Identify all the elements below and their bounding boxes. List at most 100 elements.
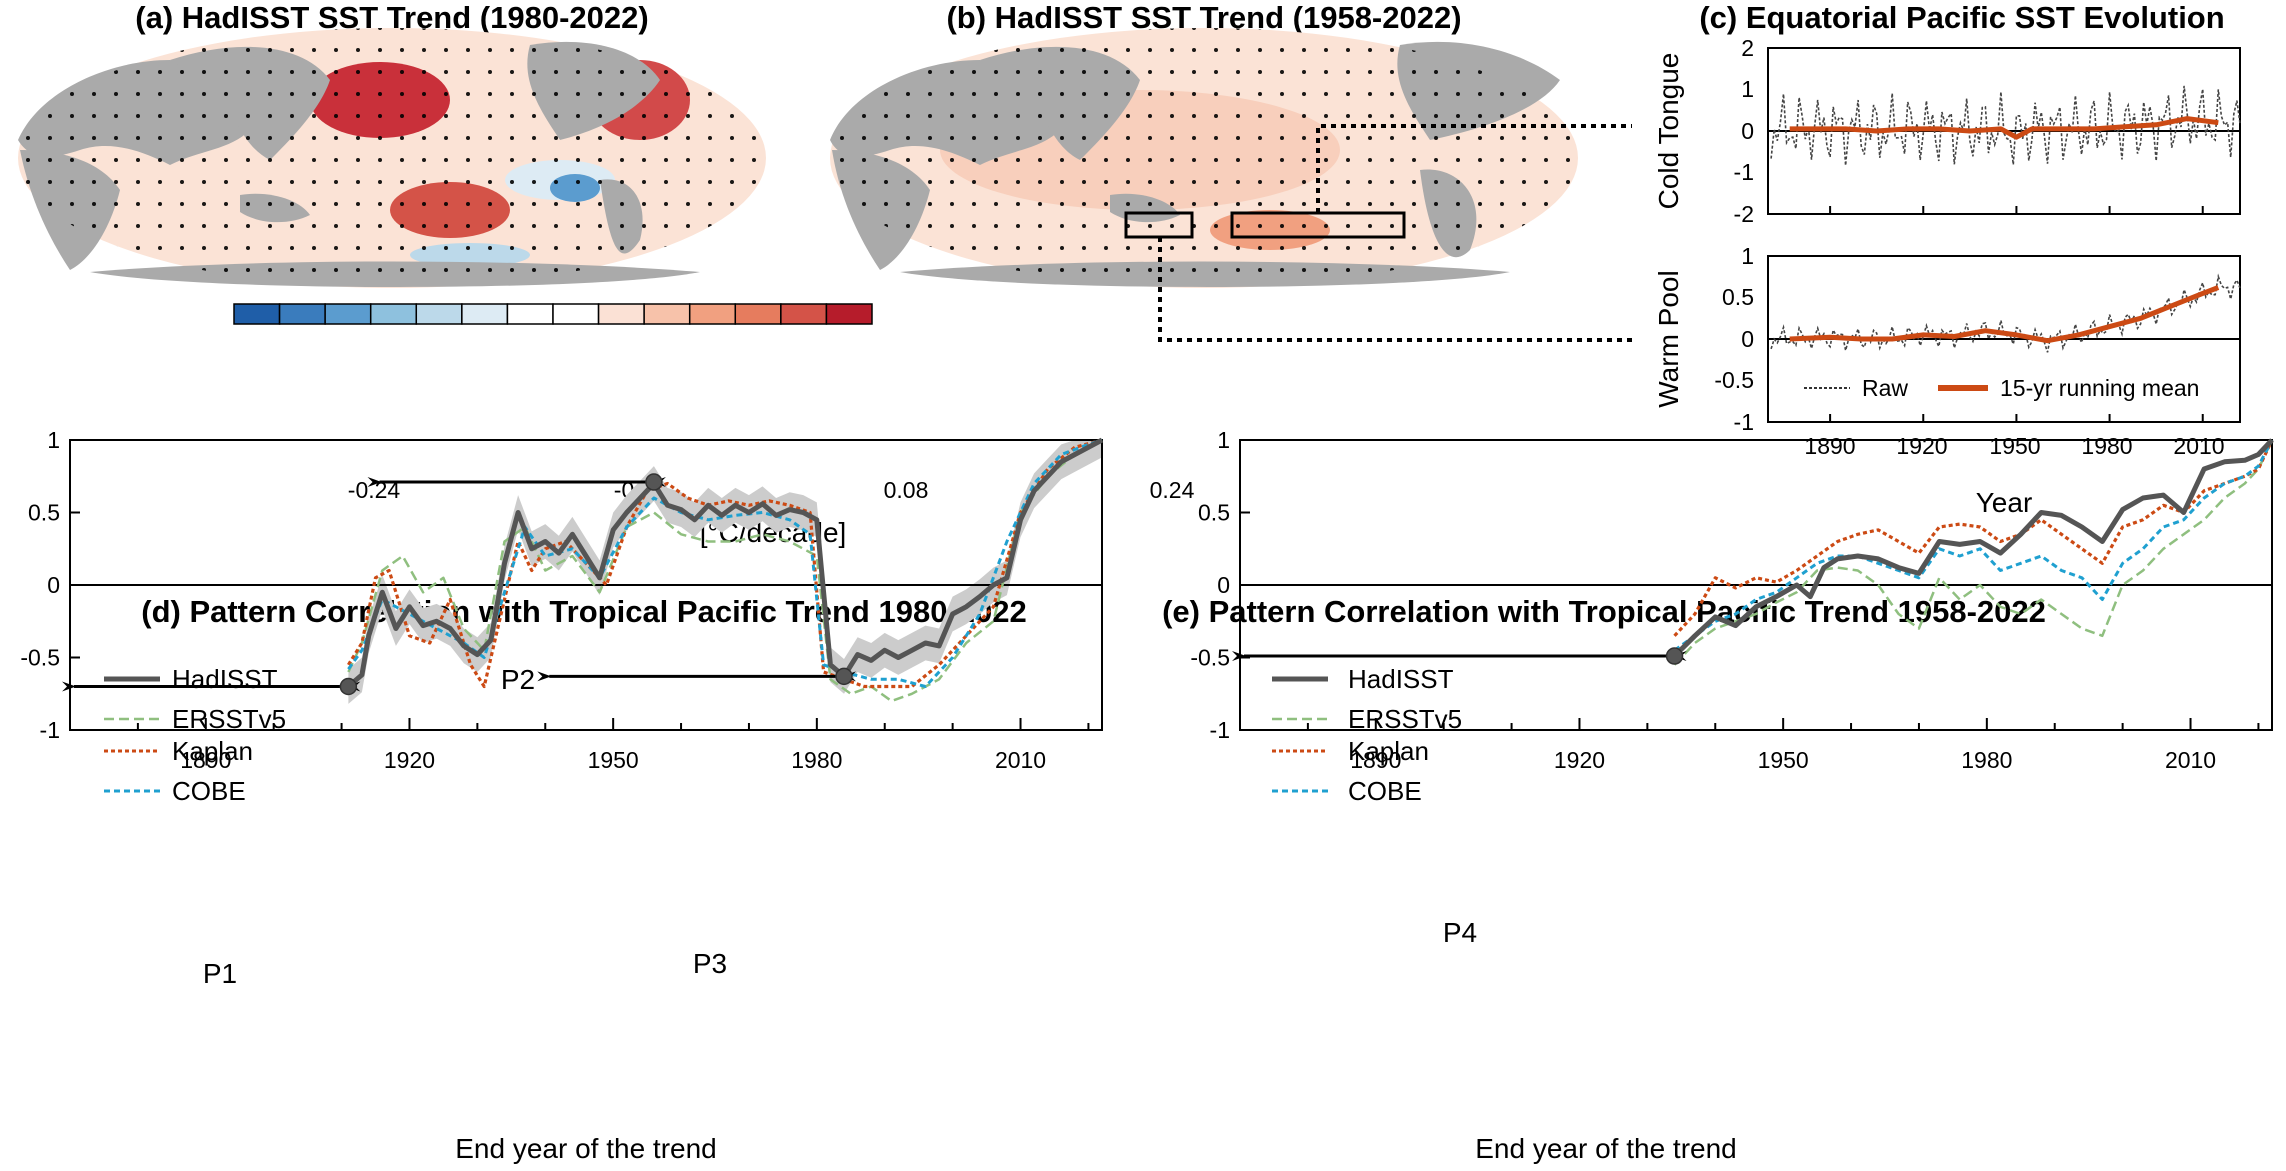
ytick-label: -1: [1210, 717, 1230, 743]
annotation-point-p2: [645, 473, 663, 491]
colorbar-swatch: [233, 303, 281, 325]
raw-series-line: [1770, 85, 2241, 166]
xtick-label: 2010: [995, 747, 1046, 773]
xtick-label: 1950: [1989, 433, 2040, 459]
ytick-label: -2: [1734, 201, 1754, 227]
xtick-label: 1920: [1896, 433, 1947, 459]
ytick-label: -1: [40, 717, 60, 743]
legend-hadisst-label: HadISST: [172, 664, 278, 694]
legend-cobe-label: COBE: [1348, 776, 1422, 806]
ytick-label: 1: [1741, 243, 1754, 269]
panel-c: (c) Equatorial Pacific SST Evolution 2 1…: [1653, 0, 2241, 518]
ytick-label: -1: [1734, 409, 1754, 435]
panel-a: (a) HadISST SST Trend (1980-2022): [18, 0, 766, 288]
panel-e: (e) Pattern Correlation with Tropical Pa…: [1162, 427, 2274, 1164]
panel-d-legend: HadISST ERSSTv5 Kaplan COBE: [104, 664, 286, 806]
xtick-label: 1980: [2081, 433, 2132, 459]
ytick-label: 0: [1741, 118, 1754, 144]
series-cobe-line: [1673, 439, 2274, 652]
stipple-a: [18, 28, 766, 288]
spread-envelope: [348, 440, 1102, 704]
warm-pool-plot: [1768, 276, 2241, 422]
ytick-label: -0.5: [1190, 645, 1230, 671]
label-p2: P2: [501, 664, 535, 695]
ytick-label: 0.5: [1722, 284, 1754, 310]
colorbar-swatch: [552, 303, 600, 325]
annotation-point-p3: [835, 667, 853, 686]
label-p3: P3: [693, 948, 727, 979]
panel-c-top: 2 1 0 -1 -2 Cold Tongue: [1653, 35, 2241, 227]
label-p4: P4: [1443, 917, 1477, 948]
xtick-label: 2010: [2165, 747, 2216, 773]
colorbar-swatch: [415, 303, 463, 325]
panel-c-xlabel: Year: [1976, 487, 2033, 518]
stipple-b: [830, 28, 1578, 288]
xtick-label: 1920: [384, 747, 435, 773]
running-mean-line: [1789, 116, 2219, 140]
series-ersstv5-line: [347, 438, 1103, 703]
cold-tongue-ylabel: Cold Tongue: [1653, 53, 1684, 210]
colorbar-swatch: [780, 303, 828, 325]
xtick-label: 1890: [1350, 747, 1401, 773]
warm-pool-connector: [1158, 237, 1632, 342]
colorbar-tick-label: 0.24: [1150, 477, 1195, 503]
colorbar-swatch: [643, 303, 691, 325]
panel-e-xlabel: End year of the trend: [1475, 1133, 1737, 1164]
raw-series-line: [1770, 276, 2241, 353]
panel-c-xticks: 1890 1920 1950 1980 2010: [1804, 433, 2224, 459]
panel-c-title: (c) Equatorial Pacific SST Evolution: [1699, 0, 2224, 35]
ytick-label: 0.5: [28, 500, 60, 526]
panel-e-plot: -1 -0.5 0 0.5 1 1890 1920 1950 1980 2010: [1190, 427, 2274, 773]
map-a: [18, 28, 766, 288]
colorbar-swatch: [369, 303, 418, 325]
panel-d: (d) Pattern Correlation with Tropical Pa…: [20, 427, 1104, 1164]
panel-d-xlabel: End year of the trend: [455, 1133, 717, 1164]
xtick-label: 1980: [791, 747, 842, 773]
legend-ersst-label: ERSSTv5: [172, 704, 286, 734]
panel-d-title: (d) Pattern Correlation with Tropical Pa…: [141, 594, 1026, 629]
legend-raw-label: Raw: [1862, 375, 1908, 401]
panel-c-legend: Raw 15-yr running mean: [1804, 375, 2199, 401]
ytick-label: 1: [1741, 76, 1754, 102]
xtick-label: 2010: [2173, 433, 2224, 459]
xtick-label: 1890: [1804, 433, 1855, 459]
legend-kaplan-label: Kaplan: [1348, 736, 1429, 766]
ytick-label: -1: [1734, 159, 1754, 185]
ytick-label: 0.5: [1198, 500, 1230, 526]
panel-e-legend: HadISST ERSSTv5 Kaplan COBE: [1272, 664, 1462, 806]
panel-e-title: (e) Pattern Correlation with Tropical Pa…: [1162, 594, 2046, 629]
xtick-label: 1950: [588, 747, 639, 773]
running-mean-line: [1789, 285, 2220, 344]
series-hadisst-line: [1672, 438, 2274, 658]
series-ersstv5-line: [1673, 439, 2274, 666]
ytick-label: 0: [47, 572, 60, 598]
warm-pool-yticks: 1 0.5 0 -0.5 -1: [1714, 243, 1754, 435]
legend-ersst-label: ERSSTv5: [1348, 704, 1462, 734]
panel-b: (b) HadISST SST Trend (1958-2022): [830, 0, 1632, 342]
annotation-point-p1: [339, 677, 358, 696]
ytick-label: 1: [47, 427, 60, 453]
colorbar-swatch: [734, 303, 782, 325]
legend-hadisst-label: HadISST: [1348, 664, 1454, 694]
series-hadisst-line: [346, 437, 1104, 689]
xtick-label: 1890: [180, 747, 231, 773]
colorbar-swatches: [233, 303, 873, 325]
panel-c-bottom: 1 0.5 0 -0.5 -1 Warm Pool Raw 15-yr runn…: [1653, 243, 2241, 435]
ytick-label: 2: [1741, 35, 1754, 61]
legend-mean-label: 15-yr running mean: [2000, 375, 2199, 401]
warm-pool-ylabel: Warm Pool: [1653, 270, 1684, 407]
colorbar-swatch: [461, 303, 509, 325]
cold-tongue-yticks: 2 1 0 -1 -2: [1734, 35, 1754, 227]
colorbar-swatch: [825, 303, 873, 325]
xtick-label: 1950: [1758, 747, 1809, 773]
map-b: [830, 28, 1632, 342]
colorbar-swatch: [688, 303, 737, 325]
legend-cobe-label: COBE: [172, 776, 246, 806]
legend-kaplan-label: Kaplan: [172, 736, 253, 766]
ytick-label: 0: [1217, 572, 1230, 598]
colorbar-swatch: [506, 303, 554, 325]
annotation-point-p4: [1665, 647, 1684, 665]
xtick-label: 1980: [1961, 747, 2012, 773]
ytick-label: 1: [1217, 427, 1230, 453]
